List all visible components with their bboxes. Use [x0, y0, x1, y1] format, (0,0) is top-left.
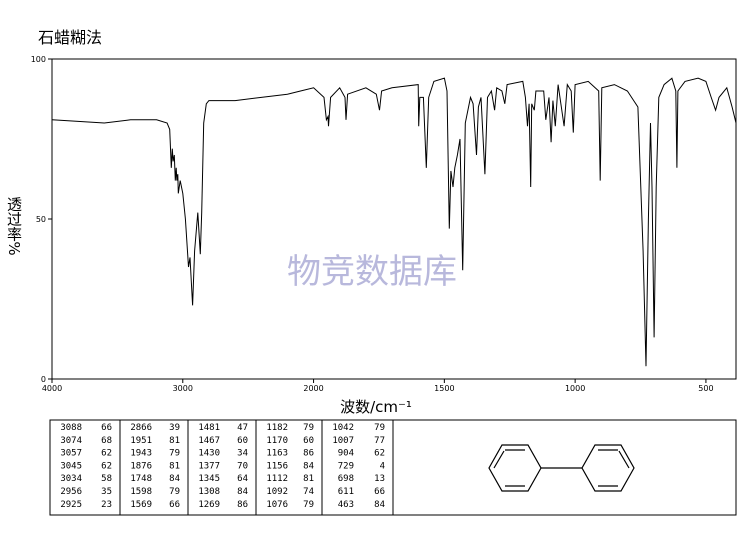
peak-transmittance: 66	[169, 500, 180, 510]
peak-wavenumber: 3088	[60, 423, 82, 433]
peak-wavenumber: 1076	[266, 500, 288, 510]
y-axis-label: 透过率%	[5, 196, 23, 255]
peak-wavenumber: 1308	[198, 487, 220, 497]
peak-wavenumber: 1876	[130, 461, 152, 471]
peak-wavenumber: 1170	[266, 436, 288, 446]
peak-wavenumber: 3034	[60, 474, 82, 484]
peak-wavenumber: 698	[338, 474, 354, 484]
structure	[488, 444, 635, 492]
y-tick-label: 50	[36, 215, 46, 224]
peak-transmittance: 79	[303, 423, 314, 433]
peak-wavenumber: 1481	[198, 423, 220, 433]
x-axis-label: 波数/cm⁻¹	[340, 398, 412, 416]
peak-wavenumber: 1156	[266, 461, 288, 471]
peak-transmittance: 84	[374, 500, 385, 510]
x-tick-label: 2000	[303, 384, 323, 393]
peak-wavenumber: 3057	[60, 449, 82, 459]
peak-transmittance: 84	[303, 461, 314, 471]
peak-transmittance: 62	[101, 449, 112, 459]
peak-wavenumber: 1598	[130, 487, 152, 497]
peak-wavenumber: 2925	[60, 500, 82, 510]
peak-transmittance: 60	[237, 436, 248, 446]
peak-wavenumber: 2866	[130, 423, 152, 433]
peak-wavenumber: 1377	[198, 461, 220, 471]
peak-transmittance: 81	[169, 436, 180, 446]
y-tick-label: 100	[31, 55, 46, 64]
x-tick-label: 1500	[434, 384, 454, 393]
peak-wavenumber: 2956	[60, 487, 82, 497]
peak-wavenumber: 1112	[266, 474, 288, 484]
peak-transmittance: 13	[374, 474, 385, 484]
peak-wavenumber: 1182	[266, 423, 288, 433]
peak-transmittance: 62	[101, 461, 112, 471]
peak-transmittance: 62	[374, 449, 385, 459]
peak-wavenumber: 3074	[60, 436, 82, 446]
peak-wavenumber: 1569	[130, 500, 152, 510]
peak-transmittance: 68	[101, 436, 112, 446]
peak-transmittance: 64	[237, 474, 248, 484]
peak-wavenumber: 1042	[332, 423, 354, 433]
watermark: 物竞数据库	[287, 252, 457, 292]
peak-wavenumber: 1748	[130, 474, 152, 484]
spectrum-line	[51, 77, 737, 367]
plot-frame	[51, 58, 737, 380]
peak-transmittance: 23	[101, 500, 112, 510]
x-tick-label: 3000	[173, 384, 193, 393]
chart-title: 石蜡糊法	[38, 28, 102, 47]
y-tick-label: 0	[41, 375, 46, 384]
peak-transmittance: 66	[374, 487, 385, 497]
peak-transmittance: 39	[169, 423, 180, 433]
peak-wavenumber: 1163	[266, 449, 288, 459]
peak-wavenumber: 1951	[130, 436, 152, 446]
peak-wavenumber: 463	[338, 500, 354, 510]
peak-wavenumber: 904	[338, 449, 354, 459]
peak-transmittance: 79	[169, 487, 180, 497]
peak-wavenumber: 1943	[130, 449, 152, 459]
peak-transmittance: 81	[169, 461, 180, 471]
peak-wavenumber: 1007	[332, 436, 354, 446]
peak-transmittance: 79	[303, 500, 314, 510]
peak-transmittance: 86	[237, 500, 248, 510]
peak-wavenumber: 3045	[60, 461, 82, 471]
x-tick-label: 4000	[42, 384, 62, 393]
peak-transmittance: 34	[237, 449, 248, 459]
peak-wavenumber: 611	[338, 487, 354, 497]
peak-transmittance: 35	[101, 487, 112, 497]
x-tick-label: 1000	[565, 384, 585, 393]
peak-transmittance: 84	[237, 487, 248, 497]
peak-transmittance: 79	[374, 423, 385, 433]
peak-transmittance: 77	[374, 436, 385, 446]
peak-transmittance: 79	[169, 449, 180, 459]
peak-transmittance: 47	[237, 423, 248, 433]
peak-wavenumber: 1345	[198, 474, 220, 484]
peak-transmittance: 66	[101, 423, 112, 433]
peak-wavenumber: 1269	[198, 500, 220, 510]
peak-transmittance: 58	[101, 474, 112, 484]
peak-transmittance: 74	[303, 487, 314, 497]
peak-transmittance: 81	[303, 474, 314, 484]
peak-wavenumber: 1430	[198, 449, 220, 459]
peak-transmittance: 60	[303, 436, 314, 446]
peak-transmittance: 70	[237, 461, 248, 471]
peak-transmittance: 4	[380, 461, 385, 471]
x-tick-label: 500	[698, 384, 713, 393]
peak-wavenumber: 1467	[198, 436, 220, 446]
peak-transmittance: 84	[169, 474, 180, 484]
peak-wavenumber: 1092	[266, 487, 288, 497]
peak-transmittance: 86	[303, 449, 314, 459]
peak-wavenumber: 729	[338, 461, 354, 471]
